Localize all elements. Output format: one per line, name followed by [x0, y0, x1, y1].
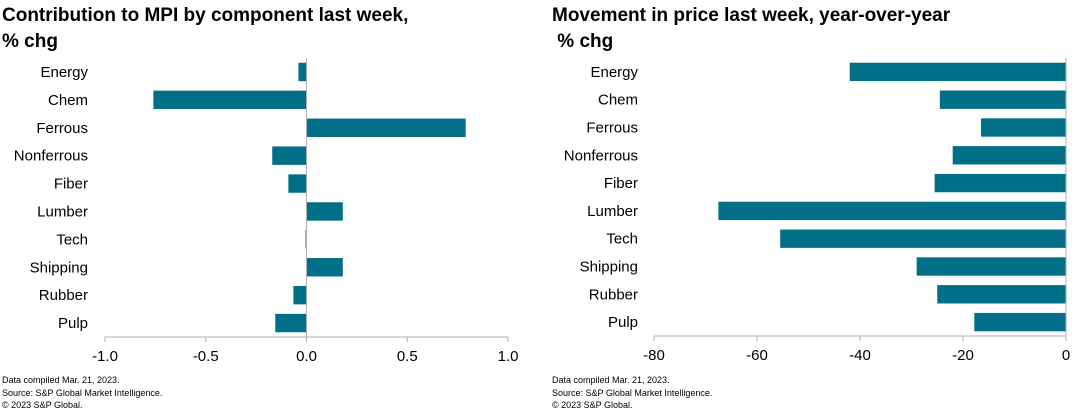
- category-label: Pulp: [58, 315, 88, 332]
- price-movement-chart-panel: Movement in price last week, year-over-y…: [548, 0, 1084, 416]
- footer-copyright: © 2023 S&P Global.: [2, 400, 83, 410]
- bar-fiber: [288, 174, 307, 193]
- chart-footer: Data compiled Mar. 21, 2023. Source: S&P…: [2, 374, 162, 412]
- category-label: Energy: [40, 64, 88, 81]
- category-label: Chem: [48, 92, 88, 109]
- bar-fiber: [934, 173, 1066, 193]
- footer-source: Source: S&P Global Market Intelligence.: [552, 387, 713, 398]
- contribution-chart-panel: Contribution to MPI by component last we…: [0, 0, 540, 416]
- bar-chem: [939, 90, 1066, 109]
- x-tick-label: -60: [746, 347, 768, 364]
- x-tick-label: -80: [643, 347, 665, 364]
- category-label: Tech: [606, 231, 638, 248]
- bar-chem: [153, 90, 307, 110]
- x-tick-label: -1.0: [92, 348, 118, 365]
- contribution-chart: Energy Chem Ferrous Nonferrous Fiber Lumber Te…: [14, 58, 519, 365]
- category-label: Fiber: [604, 175, 638, 192]
- bar-rubber: [293, 285, 307, 305]
- x-tick-label: 1.0: [498, 348, 519, 365]
- footer-date: Data compiled Mar. 21, 2023.: [552, 375, 670, 385]
- bar-shipping: [306, 258, 343, 277]
- chart-title: Movement in price last week, year-over-y…: [552, 5, 951, 52]
- category-label: Lumber: [37, 203, 88, 220]
- bar-tech: [305, 230, 307, 249]
- category-label: Shipping: [30, 259, 88, 276]
- category-label: Rubber: [589, 286, 638, 303]
- footer-copyright: © 2023 S&P Global.: [552, 400, 633, 410]
- x-tick-label: -0.5: [193, 348, 219, 365]
- category-label: Ferrous: [586, 120, 638, 137]
- bar-pulp: [275, 313, 307, 333]
- bar-lumber: [718, 201, 1066, 221]
- x-tick-label: -40: [849, 347, 871, 364]
- bar-rubber: [937, 285, 1066, 304]
- x-tick-label: 0: [1062, 347, 1070, 364]
- category-label: Lumber: [587, 203, 638, 220]
- chart-title: Contribution to MPI by component last we…: [2, 5, 409, 52]
- footer-date: Data compiled Mar. 21, 2023.: [2, 375, 120, 385]
- price-movement-chart: Energy Chem Ferrous Nonferrous Fiber Lumber Te…: [564, 58, 1070, 364]
- x-tick-label: -20: [952, 347, 974, 364]
- bar-tech: [780, 229, 1066, 248]
- bar-energy: [849, 62, 1066, 82]
- category-label: Fiber: [54, 176, 88, 193]
- category-label: Nonferrous: [564, 147, 638, 164]
- chart-footer: Data compiled Mar. 21, 2023. Source: S&P…: [552, 374, 712, 412]
- category-label: Tech: [56, 231, 88, 248]
- bar-lumber: [306, 202, 343, 221]
- bar-shipping: [916, 257, 1066, 276]
- footer-source: Source: S&P Global Market Intelligence.: [2, 387, 163, 398]
- category-label: Energy: [590, 64, 638, 81]
- category-label: Nonferrous: [14, 148, 88, 165]
- x-tick-label: 0.5: [397, 348, 418, 365]
- bar-nonferrous: [952, 146, 1066, 165]
- category-label: Ferrous: [36, 120, 88, 137]
- category-label: Chem: [598, 92, 638, 109]
- bar-energy: [298, 62, 307, 82]
- x-tick-label: 0.0: [296, 348, 317, 365]
- category-label: Shipping: [580, 259, 638, 276]
- bar-ferrous: [981, 118, 1066, 137]
- bar-ferrous: [306, 118, 466, 137]
- category-label: Rubber: [39, 287, 88, 304]
- bar-nonferrous: [272, 146, 307, 165]
- category-label: Pulp: [608, 314, 638, 331]
- bar-pulp: [974, 312, 1066, 332]
